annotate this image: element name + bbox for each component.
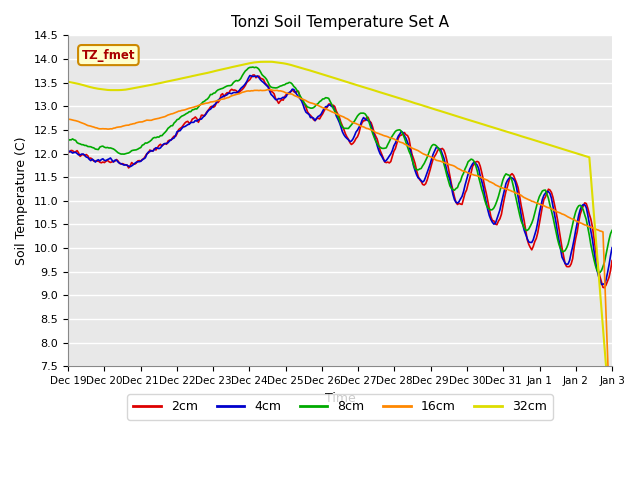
Text: TZ_fmet: TZ_fmet bbox=[82, 48, 135, 61]
Legend: 2cm, 4cm, 8cm, 16cm, 32cm: 2cm, 4cm, 8cm, 16cm, 32cm bbox=[127, 394, 553, 420]
Title: Tonzi Soil Temperature Set A: Tonzi Soil Temperature Set A bbox=[231, 15, 449, 30]
X-axis label: Time: Time bbox=[324, 392, 355, 405]
Y-axis label: Soil Temperature (C): Soil Temperature (C) bbox=[15, 137, 28, 265]
